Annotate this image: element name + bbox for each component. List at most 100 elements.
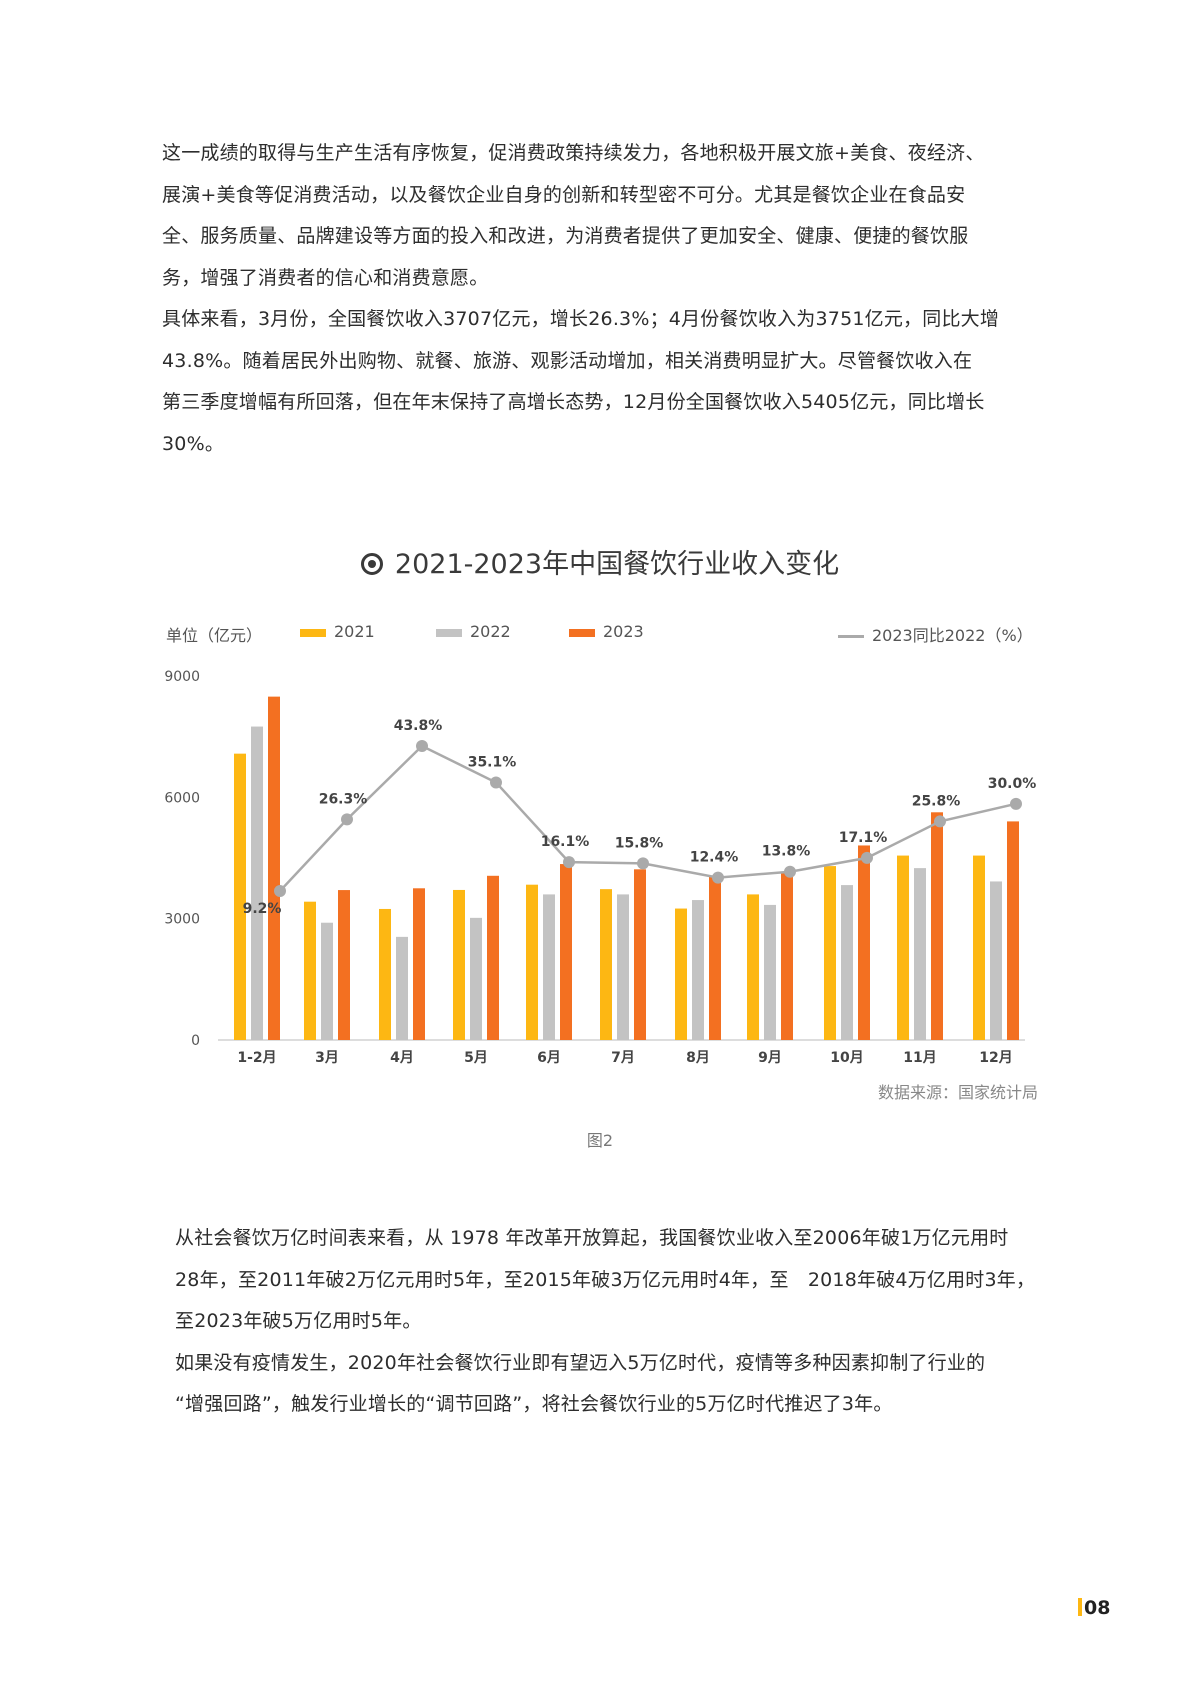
x-tick-label: 8月 bbox=[686, 1050, 710, 1066]
bar-2023 bbox=[634, 869, 646, 1040]
bar-2021 bbox=[234, 753, 246, 1040]
yoy-label: 30.0% bbox=[988, 776, 1037, 792]
legend-2021: 2021 bbox=[300, 622, 375, 641]
yoy-point bbox=[416, 740, 428, 752]
bar-2023 bbox=[560, 864, 572, 1040]
text-line: 具体来看，3月份，全国餐饮收入3707亿元，增长26.3%；4月份餐饮收入为37… bbox=[162, 308, 1000, 330]
bar-2022 bbox=[764, 904, 776, 1040]
legend-swatch-2021 bbox=[300, 628, 326, 637]
figure-caption: 图2 bbox=[586, 1131, 614, 1150]
text-line: 从社会餐饮万亿时间表来看，从 1978 年改革开放算起，我国餐饮业收入至2006… bbox=[175, 1227, 1009, 1249]
yoy-label: 35.1% bbox=[468, 754, 517, 770]
bar-2021 bbox=[973, 855, 985, 1040]
bar-2021 bbox=[600, 889, 612, 1040]
chart-title: 2021-2023年中国餐饮行业收入变化 bbox=[0, 542, 1200, 581]
x-tick-label: 6月 bbox=[537, 1050, 561, 1066]
bar-2022 bbox=[396, 936, 408, 1040]
yoy-label: 12.4% bbox=[690, 850, 739, 866]
text-line: 展演+美食等促消费活动，以及餐饮企业自身的创新和转型密不可分。尤其是餐饮企业在食… bbox=[162, 183, 966, 206]
yoy-label: 25.8% bbox=[912, 793, 961, 809]
bar-2021 bbox=[526, 884, 538, 1040]
body-paragraphs: 从社会餐饮万亿时间表来看，从 1978 年改革开放算起，我国餐饮业收入至2006… bbox=[175, 1218, 1070, 1426]
text-line: “增强回路”，触发行业增长的“调节回路”，将社会餐饮行业的5万亿时代推迟了3年。 bbox=[175, 1393, 893, 1415]
text-line: 28年，至2011年破2万亿元用时5年，至2015年破3万亿元用时4年，至 20… bbox=[175, 1268, 1036, 1291]
yoy-point bbox=[1010, 797, 1022, 810]
bar-2021 bbox=[824, 866, 836, 1040]
yoy-point bbox=[934, 815, 946, 828]
bar-2022 bbox=[841, 885, 853, 1040]
bar-2021 bbox=[379, 908, 391, 1040]
yoy-point bbox=[341, 813, 353, 826]
bar-2023 bbox=[709, 876, 721, 1040]
bar-2023 bbox=[858, 845, 870, 1040]
text-line: 第三季度增幅有所回落，但在年末保持了高增长态势，12月份全国餐饮收入5405亿元… bbox=[162, 391, 985, 413]
x-tick-label: 1-2月 bbox=[237, 1050, 276, 1066]
x-tick-label: 4月 bbox=[390, 1050, 414, 1066]
x-tick-label: 9月 bbox=[758, 1050, 782, 1066]
y-tick-label: 0 bbox=[191, 1033, 200, 1049]
bar-2021 bbox=[453, 889, 465, 1040]
yoy-point bbox=[490, 776, 502, 789]
bar-2022 bbox=[692, 900, 704, 1040]
legend-2022: 2022 bbox=[436, 622, 511, 641]
bar-2023 bbox=[1007, 821, 1019, 1040]
text-line: 至2023年破5万亿用时5年。 bbox=[175, 1310, 422, 1332]
text-line: 这一成绩的取得与生产生活有序恢复，促消费政策持续发力，各地积极开展文旅+美食、夜… bbox=[162, 142, 985, 164]
yoy-point bbox=[861, 851, 873, 864]
bar-2023 bbox=[781, 872, 793, 1040]
x-tick-label: 12月 bbox=[979, 1050, 1012, 1066]
x-tick-label: 5月 bbox=[464, 1050, 488, 1066]
bar-2023 bbox=[268, 696, 280, 1040]
bar-2022 bbox=[617, 894, 629, 1040]
yoy-label: 9.2% bbox=[243, 901, 282, 917]
bar-2022 bbox=[251, 726, 263, 1040]
yoy-point bbox=[563, 856, 575, 869]
bar-2021 bbox=[747, 894, 759, 1040]
bar-2022 bbox=[914, 868, 926, 1040]
yoy-label: 16.1% bbox=[541, 834, 590, 850]
text-line: 30%。 bbox=[162, 432, 225, 455]
yoy-point bbox=[784, 865, 796, 878]
intro-paragraphs: 这一成绩的取得与生产生活有序恢复，促消费政策持续发力，各地积极开展文旅+美食、夜… bbox=[162, 133, 1062, 465]
bar-2022 bbox=[321, 922, 333, 1040]
text-line: 务，增强了消费者的信心和消费意愿。 bbox=[162, 266, 489, 289]
x-tick-label: 11月 bbox=[903, 1050, 936, 1066]
bar-2023 bbox=[487, 875, 499, 1040]
y-tick-label: 9000 bbox=[164, 669, 200, 685]
legend-swatch-2022 bbox=[436, 628, 462, 637]
text-line: 43.8%。随着居民外出购物、就餐、旅游、观影活动增加，相关消费明显扩大。尽管餐… bbox=[162, 349, 973, 372]
bar-2021 bbox=[897, 855, 909, 1040]
page-marker-icon bbox=[1078, 1598, 1082, 1616]
y-tick-label: 3000 bbox=[164, 912, 200, 928]
bar-2021 bbox=[675, 908, 687, 1040]
yoy-line bbox=[279, 744, 1017, 892]
bar-2023 bbox=[413, 888, 425, 1040]
yoy-point bbox=[637, 857, 649, 870]
x-tick-label: 10月 bbox=[830, 1050, 863, 1066]
yoy-label: 43.8% bbox=[394, 718, 443, 734]
yoy-point bbox=[712, 871, 724, 884]
yoy-label: 26.3% bbox=[319, 791, 368, 807]
bar-2023 bbox=[931, 812, 943, 1040]
bar-2023 bbox=[338, 890, 350, 1040]
data-source: 数据来源：国家统计局 bbox=[877, 1083, 1038, 1102]
yoy-point bbox=[274, 885, 286, 897]
legend-line-swatch bbox=[838, 635, 864, 638]
chart-title-text: 2021-2023年中国餐饮行业收入变化 bbox=[394, 549, 840, 580]
y-tick-label: 6000 bbox=[164, 790, 200, 806]
target-bullet-icon bbox=[360, 553, 383, 575]
bar-2021 bbox=[304, 901, 316, 1040]
x-tick-label: 3月 bbox=[315, 1050, 339, 1066]
x-tick-label: 7月 bbox=[611, 1050, 635, 1066]
yoy-label: 13.8% bbox=[762, 844, 811, 860]
legend-yoy-line: 2023同比2022（%） bbox=[838, 622, 1033, 646]
bar-2022 bbox=[470, 917, 482, 1040]
yoy-label: 17.1% bbox=[839, 830, 888, 846]
unit-label: 单位（亿元） bbox=[166, 626, 263, 645]
legend-swatch-2023 bbox=[569, 628, 595, 637]
legend-2023: 2023 bbox=[569, 622, 644, 641]
bar-2022 bbox=[990, 881, 1002, 1040]
text-line: 如果没有疫情发生，2020年社会餐饮行业即有望迈入5万亿时代，疫情等多种因素抑制… bbox=[175, 1351, 986, 1374]
page-number: 08 bbox=[1078, 1597, 1110, 1619]
yoy-label: 15.8% bbox=[615, 835, 664, 851]
